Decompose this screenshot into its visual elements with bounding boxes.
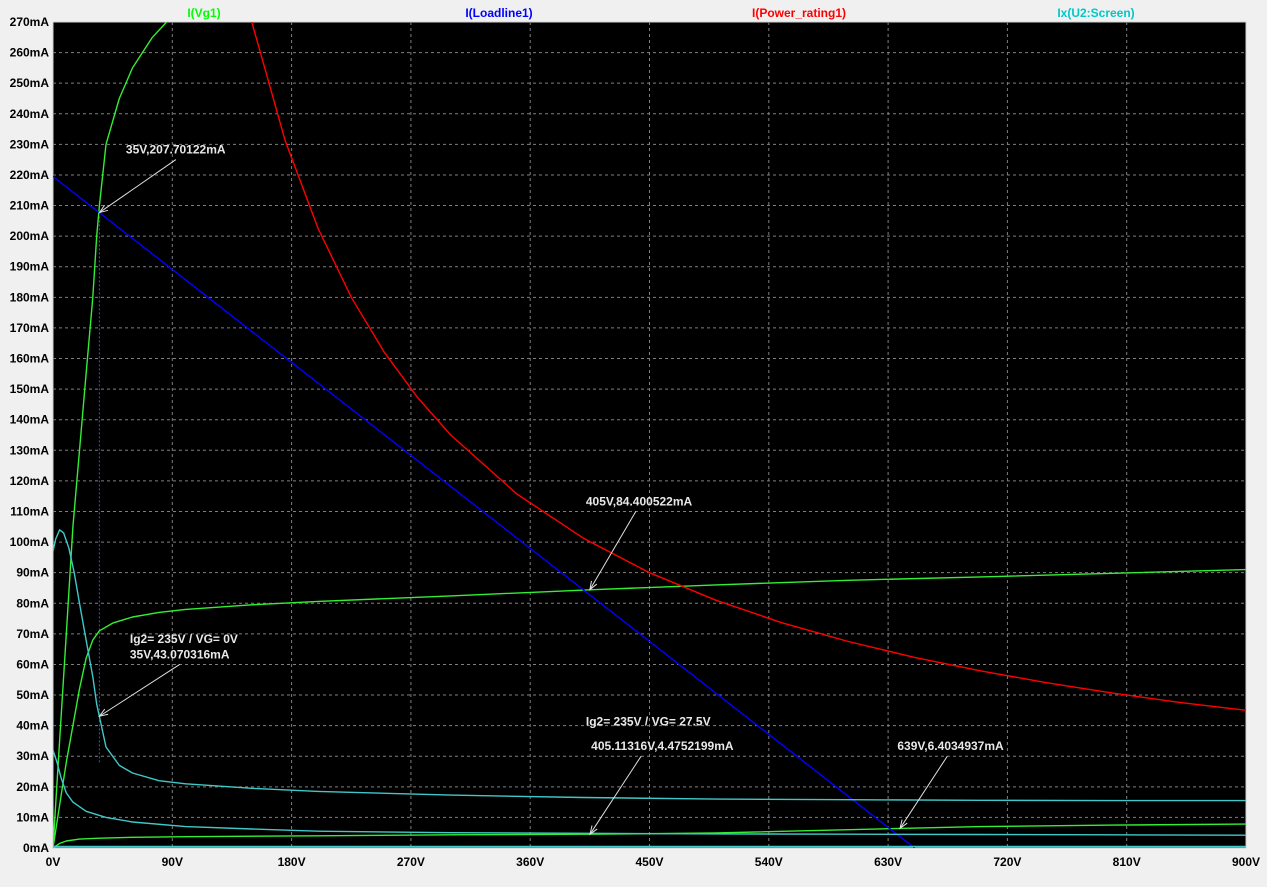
traces (53, 22, 1246, 848)
trace-legend: I(Vg1) I(Loadline1) I(Power_rating1) Ix(U2:… (187, 6, 1134, 20)
y-tick-label: 210mA (10, 199, 50, 213)
y-tick-label: 200mA (10, 229, 50, 243)
y-tick-label: 270mA (10, 15, 50, 29)
y-tick-label: 120mA (10, 474, 50, 488)
y-tick-label: 150mA (10, 382, 50, 396)
annotation-arrow (589, 511, 637, 591)
legend-entry: Ix(U2:Screen) (1057, 6, 1134, 20)
x-tick-label: 630V (874, 855, 902, 869)
annotation-arrow (99, 159, 177, 214)
y-tick-label: 160mA (10, 352, 50, 366)
annotation-arrowhead (98, 204, 109, 214)
annotation-label: 639V,6.4034937mA (897, 739, 1004, 753)
legend-entry: I(Vg1) (187, 6, 220, 20)
y-tick-label: 20mA (16, 780, 49, 794)
x-tick-label: 0V (46, 855, 61, 869)
annotation-arrow (589, 755, 642, 835)
y-tick-label: 140mA (10, 413, 50, 427)
y-tick-label: 260mA (10, 46, 50, 60)
annotation-arrow (899, 755, 948, 829)
y-tick-label: 30mA (16, 749, 49, 763)
y-tick-label: 40mA (16, 719, 49, 733)
y-tick-label: 170mA (10, 321, 50, 335)
series-line (53, 749, 1246, 836)
x-tick-label: 450V (635, 855, 663, 869)
axis-labels: 0V 90V 180V 270V 360V 450V 540V 630V 720V 810V 900… (10, 15, 1260, 869)
series-line (53, 22, 168, 848)
grid-lines (53, 22, 1246, 848)
x-tick-label: 720V (993, 855, 1021, 869)
y-tick-label: 250mA (10, 76, 50, 90)
annotation-arrowhead (98, 708, 109, 718)
x-tick-label: 810V (1113, 855, 1141, 869)
annotation-label: Ig2= 235V / VG= 0V (130, 632, 238, 646)
x-tick-label: 270V (397, 855, 425, 869)
plot-area (52, 21, 1247, 849)
annotation-label: 35V,43.070316mA (130, 647, 230, 661)
annotation-arrowhead (589, 580, 598, 592)
y-tick-label: 100mA (10, 535, 50, 549)
y-tick-label: 220mA (10, 168, 50, 182)
annotation-label: 35V,207.70122mA (126, 143, 226, 157)
y-tick-label: 190mA (10, 260, 50, 274)
y-tick-label: 110mA (10, 504, 49, 518)
series-line (53, 823, 1246, 848)
y-tick-label: 240mA (10, 107, 50, 121)
cursor-annotations: 35V,207.70122mA 405V,84.400522mA Ig2= 235V… (98, 143, 1004, 836)
annotation-label: 405V,84.400522mA (586, 494, 693, 508)
series-line (53, 175, 916, 848)
x-tick-label: 900V (1232, 855, 1260, 869)
y-tick-label: 60mA (16, 657, 49, 671)
annotation-arrowhead (589, 825, 598, 836)
y-tick-label: 130mA (10, 443, 50, 457)
x-tick-label: 540V (755, 855, 783, 869)
series-line (251, 22, 1246, 711)
legend-entry: I(Power_rating1) (752, 6, 846, 20)
legend-entry: I(Loadline1) (465, 6, 532, 20)
y-tick-label: 230mA (10, 137, 50, 151)
y-tick-label: 0mA (23, 841, 49, 855)
series-line (53, 568, 1246, 848)
series-line (53, 529, 1246, 802)
x-tick-label: 180V (278, 855, 306, 869)
annotation-arrow (99, 663, 181, 717)
y-tick-label: 10mA (16, 810, 49, 824)
y-tick-label: 90mA (16, 566, 49, 580)
x-tick-label: 360V (516, 855, 544, 869)
y-tick-label: 50mA (16, 688, 49, 702)
annotation-label: 405.11316V,4.4752199mA (591, 739, 734, 753)
y-tick-label: 180mA (10, 290, 50, 304)
y-tick-label: 80mA (16, 596, 49, 610)
annotation-label: Ig2= 235V / VG= 27.5V (586, 715, 711, 729)
annotation-arrowhead (899, 819, 908, 830)
y-tick-label: 70mA (16, 627, 49, 641)
x-tick-label: 90V (162, 855, 183, 869)
